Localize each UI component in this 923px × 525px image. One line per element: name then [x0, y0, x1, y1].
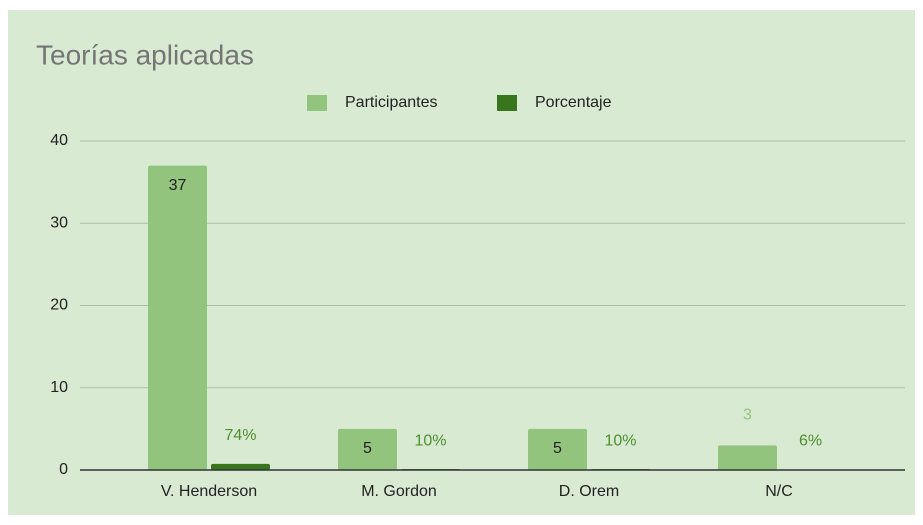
x-tick-label: M. Gordon [361, 483, 437, 500]
y-tick-label: 30 [50, 214, 68, 231]
chart-title: Teorías aplicadas [36, 39, 254, 70]
data-label: 37 [169, 177, 187, 194]
legend-label: Participantes [345, 94, 438, 111]
data-label: 3 [743, 407, 752, 424]
bar [211, 464, 270, 470]
y-tick-label: 0 [59, 461, 68, 478]
y-tick-label: 40 [50, 132, 68, 149]
bar [148, 166, 207, 470]
data-label: 5 [553, 440, 562, 457]
y-tick-label: 10 [50, 379, 68, 396]
bar [718, 445, 777, 470]
legend-swatch [497, 95, 517, 111]
legend-swatch [307, 95, 327, 111]
data-label: 10% [414, 432, 446, 449]
chart-background [8, 10, 915, 515]
data-label: 6% [799, 433, 822, 450]
y-tick-label: 20 [50, 297, 68, 314]
data-label: 74% [224, 427, 256, 444]
x-tick-label: D. Orem [559, 483, 619, 500]
data-label: 5 [363, 440, 372, 457]
x-tick-label: V. Henderson [161, 483, 257, 500]
data-label: 10% [604, 432, 636, 449]
legend-label: Porcentaje [535, 94, 612, 111]
x-tick-label: N/C [765, 483, 793, 500]
